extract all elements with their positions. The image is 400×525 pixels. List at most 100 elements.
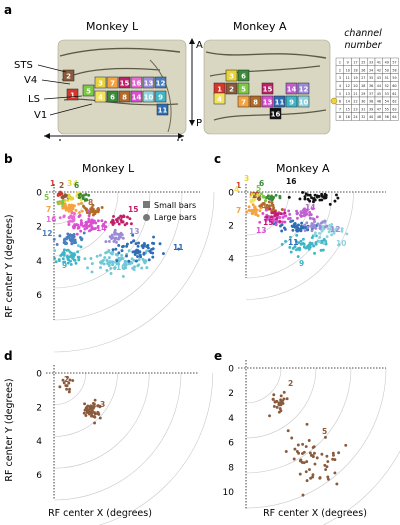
- rf-point-cluster-5: [304, 445, 308, 448]
- rf-point-cluster-9: [289, 250, 293, 254]
- channel-number: 56: [385, 115, 389, 119]
- rf-point-cluster-13: [112, 240, 116, 243]
- rf-point-cluster-2: [280, 401, 284, 405]
- cluster-label-5: 5: [44, 193, 49, 202]
- cluster-label-9: 9: [299, 259, 304, 268]
- rf-point-cluster-7: [80, 209, 84, 213]
- channel-number: 51: [385, 76, 389, 80]
- electrode-array-4: [213, 92, 226, 105]
- electrode-array-label: 14: [287, 86, 297, 94]
- rf-point-cluster-14: [299, 210, 303, 214]
- electrode-array-12: [297, 82, 310, 95]
- rf-point-cluster-5: [332, 453, 335, 457]
- rf-point-cluster-8: [82, 204, 85, 208]
- rf-point-cluster-10: [345, 232, 349, 236]
- rf-point-cluster-12: [55, 243, 59, 246]
- rf-point-cluster-10: [332, 231, 336, 235]
- electrode-array-label: 8: [122, 94, 127, 102]
- rf-point-cluster-11: [137, 241, 140, 245]
- channel-number: 60: [392, 84, 396, 88]
- rf-point-cluster-12: [318, 224, 322, 228]
- channel-number: 50: [385, 68, 389, 72]
- rf-point-cluster-16: [58, 216, 62, 220]
- rf-point-cluster-13: [110, 237, 113, 240]
- rf-point-cluster-7: [64, 208, 68, 212]
- rf-point-cluster-8: [264, 206, 268, 210]
- electrode-array-label: 6: [241, 73, 246, 81]
- rf-point-cluster-10: [86, 266, 90, 270]
- electrode-array-10: [142, 90, 155, 103]
- rf-point-cluster-3: [98, 404, 102, 408]
- rf-point-cluster-10: [103, 256, 107, 260]
- rf-point-cluster-10: [130, 257, 134, 261]
- rf-point-cluster-5: [325, 454, 329, 458]
- rf-point-cluster-6: [274, 193, 278, 197]
- panel-b-ylabel: RF center Y (degrees): [4, 214, 15, 317]
- electrode-array-6: [237, 69, 250, 82]
- rf-point-cluster-11: [142, 241, 146, 245]
- rf-point-cluster-10: [122, 263, 126, 267]
- cluster-label-6: 6: [74, 181, 79, 190]
- rf-point-cluster-10: [137, 258, 141, 262]
- channel-number: 6: [339, 100, 341, 104]
- electrode-array-label: 2: [229, 86, 234, 94]
- electrode-array-label: 2: [66, 73, 71, 81]
- electrode-array-label: 3: [98, 80, 103, 88]
- rf-point-cluster-15: [129, 222, 133, 226]
- rf-point-cluster-5: [297, 451, 301, 455]
- rf-point-cluster-11: [306, 228, 310, 232]
- rf-point-cluster-12: [318, 226, 322, 230]
- cluster-label-2: 2: [64, 375, 69, 384]
- rf-point-cluster-14: [308, 210, 312, 214]
- channel-number: 57: [392, 61, 396, 65]
- rf-point-cluster-15: [111, 219, 115, 223]
- rf-point-cluster-5: [323, 463, 327, 467]
- rf-point-cluster-2: [282, 397, 286, 401]
- rf-point-cluster-14: [302, 211, 306, 215]
- panel-letter-e: e: [214, 349, 222, 363]
- rf-point-cluster-10: [140, 266, 144, 270]
- rf-point-cluster-12: [58, 234, 62, 238]
- rf-point-cluster-2: [275, 405, 279, 409]
- rf-point-cluster-10: [107, 249, 111, 253]
- rf-point-cluster-16: [287, 195, 291, 199]
- rf-point-cluster-3: [91, 405, 95, 408]
- rf-point-cluster-3: [96, 404, 100, 408]
- channel-number: 27: [361, 76, 365, 80]
- rf-point-cluster-13: [283, 220, 287, 224]
- rf-point-cluster-13: [115, 240, 118, 244]
- channel-number: 34: [369, 68, 373, 72]
- rf-point-cluster-3: [67, 195, 71, 199]
- rf-point-cluster-11: [114, 247, 118, 251]
- channel-number: 23: [353, 107, 357, 111]
- rf-point-cluster-6: [270, 198, 273, 201]
- rf-point-cluster-5: [311, 473, 315, 477]
- rf-point-cluster-9: [313, 251, 316, 255]
- rf-point-cluster-12: [323, 225, 327, 229]
- rf-point-cluster-16: [333, 199, 337, 203]
- rf-point-cluster-10: [313, 233, 317, 237]
- channel-number: 53: [385, 92, 389, 96]
- rf-point-cluster-3: [253, 193, 257, 197]
- y-tick-label: 2: [36, 223, 42, 233]
- channel-number: 54: [385, 100, 389, 104]
- channel-number: 20: [353, 84, 357, 88]
- rf-point-cluster-13: [110, 233, 114, 237]
- rf-point-cluster-15: [279, 212, 283, 216]
- rf-point-cluster-16: [304, 192, 308, 196]
- cluster-label-5: 5: [322, 427, 327, 436]
- rf-point-cluster-14: [104, 220, 107, 224]
- rf-point-cluster-12: [80, 238, 84, 242]
- rf-point-cluster-11: [147, 258, 151, 262]
- monkey-a-title: Monkey A: [233, 20, 287, 33]
- rf-point-cluster-9: [293, 245, 297, 249]
- rf-point-cluster-5: [284, 450, 288, 453]
- rf-point-cluster-10: [53, 249, 57, 253]
- rf-point-cluster-10: [105, 268, 109, 272]
- electrode-array-label: 13: [144, 80, 154, 88]
- electrode-array-10: [297, 95, 310, 108]
- rf-point-cluster-16: [62, 215, 66, 219]
- rf-point-cluster-10: [105, 259, 109, 263]
- rf-point-cluster-11: [151, 255, 155, 259]
- area-label-v4: V4: [24, 75, 37, 86]
